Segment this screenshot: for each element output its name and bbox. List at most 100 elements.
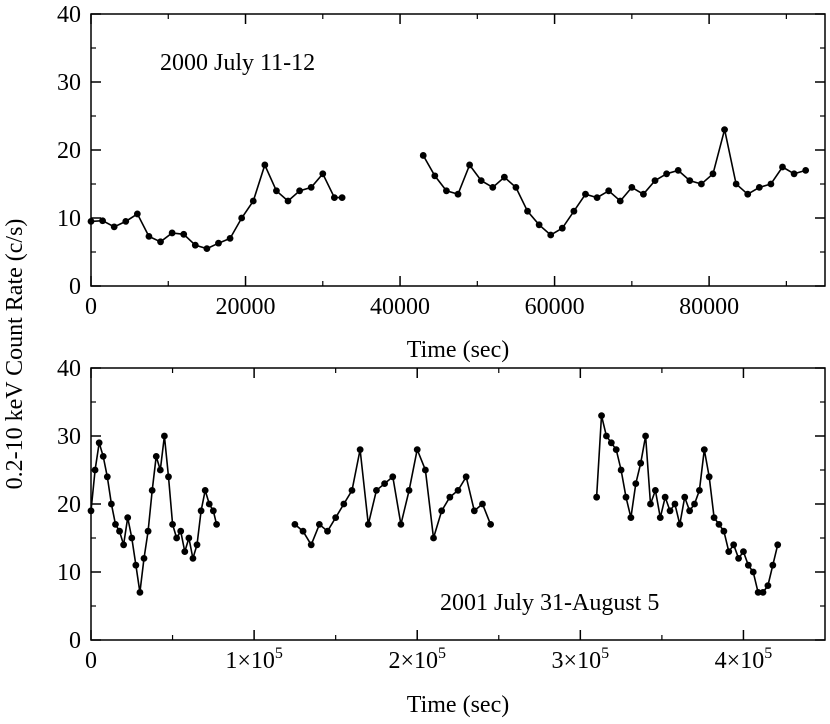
bottom-data-point xyxy=(185,534,193,542)
top-x-axis-label: Time (sec) xyxy=(407,337,509,363)
bottom-data-point xyxy=(87,507,95,515)
bottom-data-point xyxy=(681,493,689,501)
top-data-point xyxy=(284,197,292,205)
top-data-point xyxy=(215,239,222,247)
bottom-data-point xyxy=(213,521,220,528)
top-data-point xyxy=(133,210,141,218)
bottom-y-tick-label: 40 xyxy=(57,356,81,382)
bottom-axis-ticks: 0 10 20 30 40 0 1×105 2×105 3×105 4×105 xyxy=(57,356,825,674)
top-series-line-1 xyxy=(422,129,806,236)
top-data-point xyxy=(779,163,786,171)
top-data-point xyxy=(802,167,810,174)
bottom-data-point xyxy=(462,473,470,481)
bottom-data-point xyxy=(197,507,205,515)
bottom-data-point xyxy=(315,521,323,528)
bottom-data-point xyxy=(156,466,164,474)
bottom-data-point xyxy=(307,541,315,549)
bottom-data-point xyxy=(661,493,669,501)
bottom-x-tick-label: 0 xyxy=(85,648,97,674)
bottom-data-point xyxy=(116,527,123,535)
top-data-point xyxy=(721,126,728,133)
top-series-line-0 xyxy=(90,162,343,250)
bottom-data-point xyxy=(324,527,331,535)
bottom-data-point xyxy=(720,527,728,535)
top-data-point xyxy=(500,173,508,181)
bottom-data-point xyxy=(700,446,708,453)
bottom-data-point xyxy=(128,534,136,542)
top-data-point xyxy=(477,177,485,185)
bottom-data-point xyxy=(177,527,185,535)
bottom-data-point xyxy=(132,561,140,569)
top-y-tick-label: 10 xyxy=(57,206,81,232)
top-data-point xyxy=(732,180,740,188)
bottom-series-line-0 xyxy=(90,435,218,593)
bottom-y-tick-label: 0 xyxy=(69,628,81,654)
top-data-point xyxy=(273,187,280,195)
top-data-series xyxy=(87,126,810,253)
bottom-data-point xyxy=(364,521,372,528)
bottom-data-point xyxy=(487,521,495,528)
top-axis-ticks: 0 10 20 30 40 0 20000 40000 60000 80000 xyxy=(57,2,825,320)
bottom-x-tick-label: 4×105 xyxy=(715,645,773,674)
top-data-point xyxy=(87,218,95,225)
bottom-data-point xyxy=(161,432,168,440)
shared-y-axis-label: 0.2-10 keV Count Rate (c/s) xyxy=(2,219,28,490)
bottom-data-point xyxy=(627,514,635,521)
bottom-data-point xyxy=(421,466,429,474)
top-data-point xyxy=(180,230,188,238)
top-data-point xyxy=(296,187,304,195)
bottom-x-tick-label: 2×105 xyxy=(388,645,446,674)
bottom-data-point xyxy=(136,589,144,596)
top-data-point xyxy=(419,152,427,159)
bottom-data-point xyxy=(759,589,767,596)
bottom-data-point xyxy=(332,514,340,521)
bottom-data-point xyxy=(769,561,777,569)
bottom-data-point xyxy=(671,500,679,508)
top-data-point xyxy=(191,241,199,249)
bottom-data-series xyxy=(87,412,782,596)
top-data-point xyxy=(454,190,462,198)
top-data-point xyxy=(524,207,531,215)
bottom-data-point xyxy=(140,555,148,562)
top-data-point xyxy=(330,194,338,202)
bottom-data-point xyxy=(169,521,176,528)
bottom-data-point xyxy=(120,541,128,549)
bottom-data-point xyxy=(607,439,615,447)
bottom-x-tick-label: 1×105 xyxy=(225,645,283,674)
bottom-data-point xyxy=(612,446,620,453)
top-x-tick-label: 40000 xyxy=(370,294,430,320)
bottom-data-point xyxy=(725,548,733,555)
bottom-data-point xyxy=(744,561,752,569)
top-data-point xyxy=(697,180,705,188)
top-data-point xyxy=(755,184,763,191)
bottom-data-point xyxy=(99,453,107,460)
bottom-data-point xyxy=(291,521,299,528)
top-x-tick-label: 20000 xyxy=(216,294,276,320)
top-data-point xyxy=(535,221,543,229)
bottom-data-point xyxy=(740,548,747,555)
bottom-data-point xyxy=(603,432,610,440)
top-data-point xyxy=(466,161,473,169)
top-data-point xyxy=(570,207,578,215)
top-data-point xyxy=(547,231,555,239)
bottom-data-point xyxy=(696,487,703,494)
bottom-data-point xyxy=(103,473,111,481)
bottom-data-point xyxy=(647,500,654,508)
bottom-x-axis-label: Time (sec) xyxy=(407,692,509,718)
top-x-tick-label: 80000 xyxy=(679,294,739,320)
top-data-point xyxy=(767,180,775,188)
bottom-data-point xyxy=(144,527,152,535)
bottom-data-point xyxy=(656,514,664,521)
bottom-y-tick-label: 30 xyxy=(57,424,81,450)
top-data-point xyxy=(709,170,717,178)
top-x-tick-label: 60000 xyxy=(525,294,585,320)
bottom-data-point xyxy=(749,568,757,576)
bottom-data-point xyxy=(705,473,713,481)
top-data-point xyxy=(593,194,601,202)
bottom-data-point xyxy=(593,493,601,501)
top-data-point xyxy=(651,177,659,185)
top-data-point xyxy=(674,167,682,174)
bottom-data-point xyxy=(405,487,413,494)
bottom-data-point xyxy=(397,521,405,528)
top-data-point xyxy=(640,190,647,198)
